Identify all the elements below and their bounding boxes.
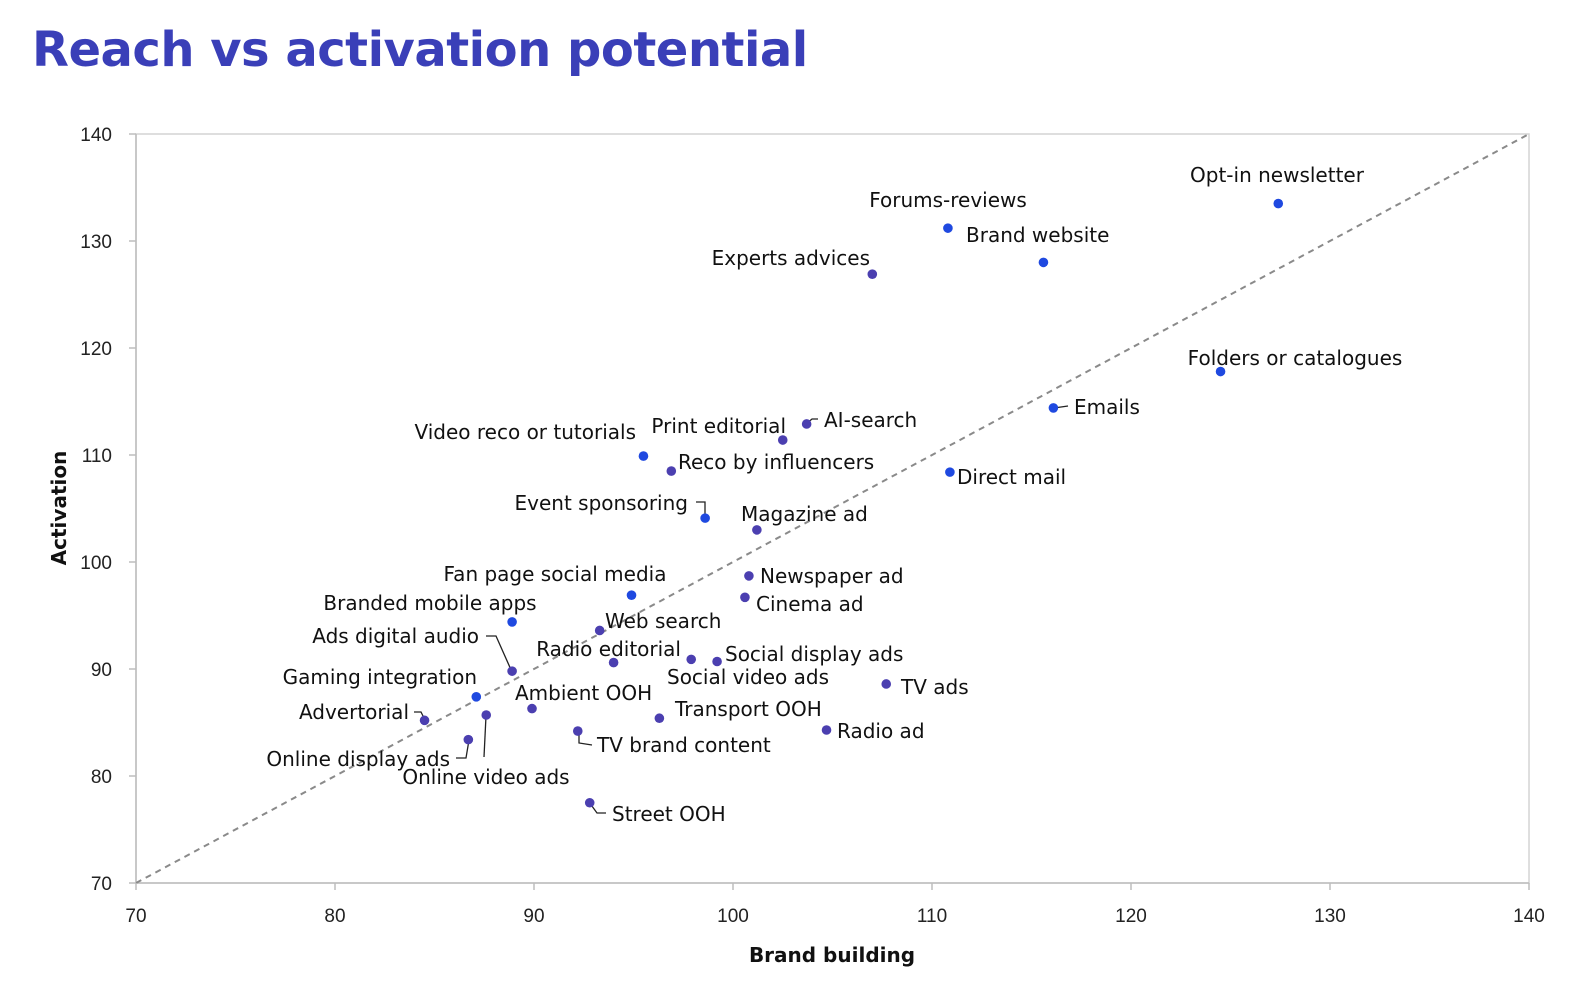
point-branded-mobile-apps bbox=[507, 617, 517, 627]
page-title: Reach vs activation potential bbox=[32, 22, 808, 78]
point-event-sponsoring bbox=[700, 513, 710, 523]
point-magazine-ad bbox=[752, 525, 762, 535]
y-tick-label: 120 bbox=[80, 339, 112, 360]
point-advertorial bbox=[419, 715, 430, 726]
label-forums-reviews: Forums-reviews bbox=[869, 188, 1027, 212]
point-online-video-ads bbox=[481, 710, 492, 720]
label-online-display-ads: Online display ads bbox=[266, 747, 450, 771]
point-radio-editorial bbox=[686, 654, 697, 665]
label-print-editorial: Print editorial bbox=[651, 414, 786, 438]
label-ambient-ooh: Ambient OOH bbox=[515, 681, 652, 705]
point-reco-by-influencers bbox=[666, 466, 677, 476]
point-forums-reviews bbox=[943, 223, 953, 233]
label-emails: Emails bbox=[1074, 395, 1140, 419]
leader-online-display-ads bbox=[456, 739, 470, 759]
label-social-display-ads: Social display ads bbox=[725, 642, 903, 666]
y-tick-label: 140 bbox=[80, 125, 112, 146]
label-fan-page-social-media: Fan page social media bbox=[444, 562, 667, 586]
point-tv-brand-content bbox=[572, 726, 583, 736]
y-tick-label: 130 bbox=[80, 232, 112, 253]
point-emails bbox=[1048, 403, 1059, 413]
y-tick-label: 70 bbox=[91, 874, 112, 895]
label-brand-website: Brand website bbox=[966, 223, 1109, 247]
label-video-reco-or-tutorials: Video reco or tutorials bbox=[415, 420, 637, 444]
point-radio-ad bbox=[821, 725, 832, 735]
leader-event-sponsoring bbox=[696, 501, 706, 518]
x-tick-label: 80 bbox=[324, 906, 345, 927]
label-cinema-ad: Cinema ad bbox=[756, 592, 864, 616]
point-web-search bbox=[594, 625, 605, 636]
label-newspaper-ad: Newspaper ad bbox=[760, 564, 904, 588]
point-fan-page-social-media bbox=[626, 590, 637, 600]
label-tv-ads: TV ads bbox=[900, 675, 969, 699]
point-folders-or-catalogues bbox=[1215, 366, 1226, 377]
label-ai-search: AI-search bbox=[824, 408, 917, 432]
label-advertorial: Advertorial bbox=[299, 700, 409, 724]
label-direct-mail: Direct mail bbox=[957, 465, 1066, 489]
x-tick-label: 130 bbox=[1314, 906, 1346, 927]
x-tick-label: 140 bbox=[1513, 906, 1545, 927]
point-opt-in-newsletter bbox=[1273, 198, 1284, 209]
point-direct-mail bbox=[945, 467, 955, 477]
label-web-search: Web search bbox=[605, 609, 721, 633]
label-magazine-ad: Magazine ad bbox=[741, 502, 868, 526]
point-video-reco-or-tutorials bbox=[638, 451, 649, 461]
label-tv-brand-content: TV brand content bbox=[596, 733, 771, 757]
label-experts-advices: Experts advices bbox=[712, 246, 870, 270]
label-radio-editorial: Radio editorial bbox=[536, 637, 681, 661]
x-tick-label: 90 bbox=[523, 906, 544, 927]
label-opt-in-newsletter: Opt-in newsletter bbox=[1190, 163, 1365, 187]
y-tick-label: 90 bbox=[91, 660, 112, 681]
label-folders-or-catalogues: Folders or catalogues bbox=[1188, 346, 1403, 370]
y-tick-label: 110 bbox=[82, 446, 112, 467]
point-brand-website bbox=[1038, 257, 1049, 268]
point-social-video-ads bbox=[608, 657, 619, 668]
y-axis-title: Activation bbox=[47, 451, 71, 566]
label-reco-by-influencers: Reco by influencers bbox=[678, 450, 874, 474]
label-street-ooh: Street OOH bbox=[612, 802, 726, 826]
point-ambient-ooh bbox=[527, 703, 537, 714]
point-transport-ooh bbox=[654, 713, 665, 724]
point-social-display-ads bbox=[712, 656, 722, 667]
point-tv-ads bbox=[881, 679, 892, 689]
label-gaming-integration: Gaming integration bbox=[283, 665, 477, 689]
point-ai-search bbox=[801, 419, 812, 429]
x-tick-label: 70 bbox=[125, 906, 146, 927]
point-gaming-integration bbox=[471, 692, 482, 702]
y-tick-label: 80 bbox=[91, 767, 112, 788]
leader-ads-digital-audio bbox=[486, 635, 513, 673]
x-axis-title: Brand building bbox=[749, 943, 915, 967]
point-ads-digital-audio bbox=[507, 666, 517, 676]
label-transport-ooh: Transport OOH bbox=[674, 697, 822, 721]
label-radio-ad: Radio ad bbox=[837, 719, 925, 743]
point-newspaper-ad bbox=[744, 571, 754, 581]
point-street-ooh bbox=[584, 797, 595, 808]
point-experts-advices bbox=[867, 269, 878, 279]
point-online-display-ads bbox=[463, 734, 474, 745]
y-tick-label: 100 bbox=[80, 553, 112, 574]
x-tick-label: 110 bbox=[917, 906, 947, 927]
label-online-video-ads: Online video ads bbox=[402, 765, 569, 789]
x-tick-label: 120 bbox=[1115, 906, 1147, 927]
label-social-video-ads: Social video ads bbox=[667, 665, 829, 689]
label-branded-mobile-apps: Branded mobile apps bbox=[323, 591, 536, 615]
label-event-sponsoring: Event sponsoring bbox=[515, 491, 689, 515]
point-cinema-ad bbox=[740, 592, 750, 603]
point-print-editorial bbox=[777, 435, 788, 445]
leader-online-video-ads bbox=[483, 715, 487, 758]
label-ads-digital-audio: Ads digital audio bbox=[312, 624, 479, 648]
x-tick-label: 100 bbox=[717, 906, 749, 927]
